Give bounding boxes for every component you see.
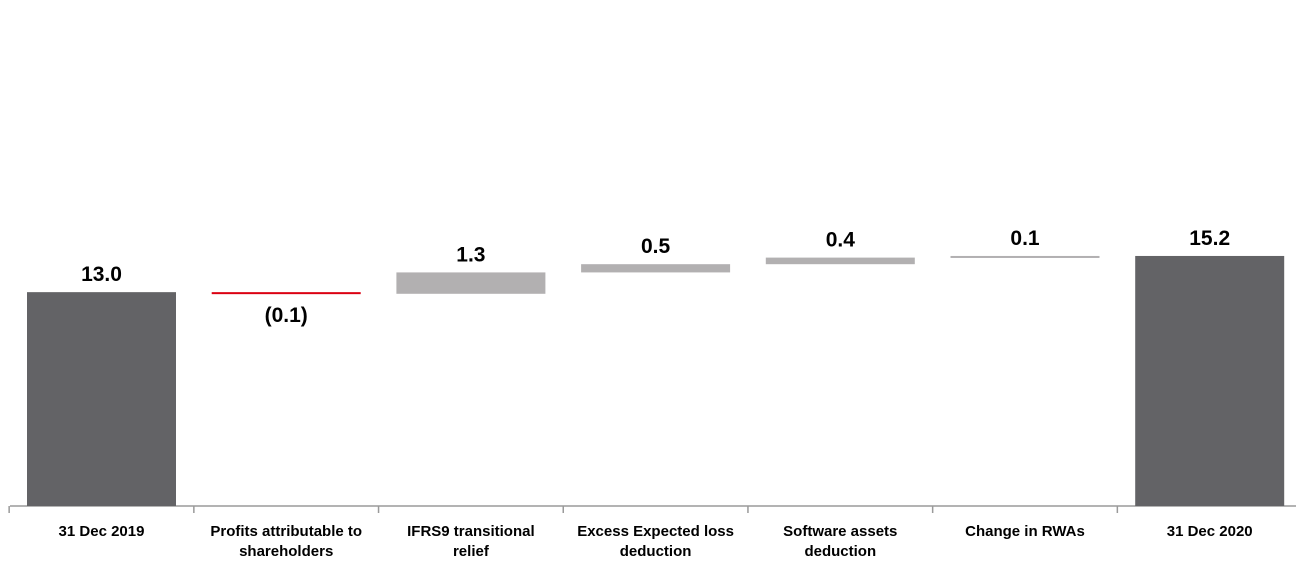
x-tick-label: Change in RWAs: [965, 523, 1085, 540]
x-tick-label: Profits attributable to shareholders: [210, 523, 362, 560]
data-label: (0.1): [265, 304, 308, 327]
data-label: 0.1: [1010, 227, 1040, 250]
bar-6: [950, 255, 1100, 258]
x-tick-label: 31 Dec 2020: [1167, 523, 1253, 540]
data-label: 1.3: [456, 243, 485, 266]
bar-1: [27, 292, 176, 506]
x-tick-label: Software assets deduction: [783, 523, 897, 560]
bar-4: [581, 264, 731, 273]
bar-7: [1135, 255, 1285, 506]
bar-2: [211, 292, 361, 295]
x-tick-label: 31 Dec 2019: [59, 523, 145, 540]
x-tick-label: IFRS9 transitional relief: [407, 523, 535, 560]
data-label: 0.5: [641, 235, 671, 258]
data-label: 15.2: [1189, 227, 1230, 250]
x-tick-label: Excess Expected loss deduction: [577, 523, 734, 560]
data-label: 13.0: [81, 263, 122, 286]
bar-5: [765, 257, 915, 265]
bar-3: [396, 272, 546, 294]
data-label: 0.4: [826, 229, 856, 252]
